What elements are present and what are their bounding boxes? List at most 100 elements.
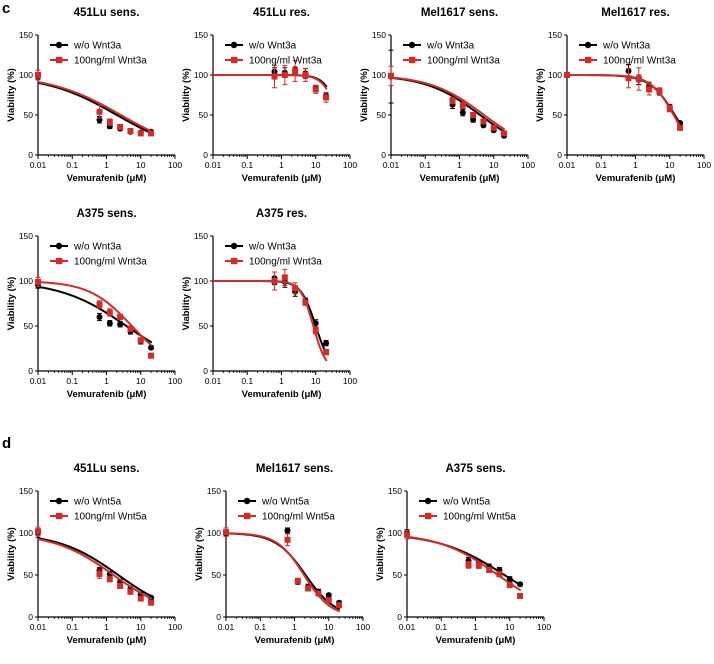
series-1 (35, 69, 155, 137)
x-tick-label: 10 (324, 622, 334, 632)
y-axis-label: Viability (%) (6, 68, 17, 122)
legend-label: 100ng/ml Wnt3a (74, 56, 147, 67)
chart-5: A375 res. 0 50 100 150 0.01 0.1 1 10 100 Vemurafen… (181, 208, 357, 400)
data-point (281, 274, 288, 281)
series-0 (35, 72, 155, 136)
y-axis-label: Viability (%) (181, 277, 192, 331)
x-axis-label: Vemurafenib (μM) (67, 389, 147, 400)
data-point (506, 582, 513, 589)
legend-marker (56, 512, 63, 520)
series-0 (35, 282, 155, 351)
y-tick-label: 50 (199, 110, 209, 120)
data-point (35, 528, 41, 535)
panel-label-c: c (2, 0, 10, 17)
legend-label: w/o Wnt5a (442, 497, 491, 508)
fit-curve (37, 281, 153, 347)
data-point (517, 581, 524, 588)
legend-label: 100ng/ml Wnt5a (74, 512, 147, 523)
data-point (271, 73, 278, 80)
fit-curve (213, 280, 328, 362)
fit-curve (37, 537, 153, 598)
x-tick-label: 0.01 (205, 376, 222, 386)
data-point (677, 124, 684, 131)
data-point (35, 72, 41, 78)
chart-title: 451Lu sens. (74, 463, 140, 475)
x-tick-label: 0.1 (254, 622, 266, 632)
data-point (302, 299, 309, 306)
legend-label: w/o Wnt3a (248, 242, 297, 253)
legend-label: w/o Wnt3a (248, 41, 297, 52)
legend-label: 100ng/ml Wnt3a (74, 257, 147, 268)
legend-label: w/o Wnt5a (73, 497, 122, 508)
fit-curve (37, 81, 153, 133)
data-point (459, 109, 466, 116)
legend-entry: 100ng/ml Wnt3a (225, 56, 322, 67)
y-tick-label: 100 (207, 528, 221, 538)
data-point (106, 119, 113, 126)
x-tick-label: 0.01 (399, 622, 416, 632)
data-point (305, 585, 312, 592)
legend-label: 100ng/ml Wnt3a (249, 56, 322, 67)
y-tick-label: 100 (388, 528, 402, 538)
data-point (127, 588, 134, 595)
legend-entry: w/o Wnt3a (225, 41, 297, 52)
y-tick-label: 0 (216, 612, 221, 622)
legend-entry: 100ng/ml Wnt5a (50, 512, 147, 523)
x-tick-label: 100 (356, 622, 370, 632)
legend-label: w/o Wnt3a (73, 242, 122, 253)
x-axis-label: Vemurafenib (μM) (596, 173, 676, 184)
x-tick-label: 1 (104, 376, 109, 386)
x-tick-label: 100 (168, 160, 182, 170)
data-point (137, 130, 144, 137)
data-point (325, 592, 332, 599)
legend-label: 100ng/ml Wnt3a (603, 56, 676, 67)
fit-curve (37, 538, 153, 600)
panel-label-d: d (2, 435, 11, 452)
x-tick-label: 0.01 (205, 160, 222, 170)
data-point (449, 97, 456, 104)
x-axis-label: Vemurafenib (μM) (420, 173, 500, 184)
data-point (475, 562, 482, 569)
x-tick-label: 1 (279, 376, 284, 386)
data-point (137, 337, 144, 344)
x-axis-label: Vemurafenib (μM) (255, 635, 335, 646)
fit-curve (213, 280, 328, 355)
series-0 (223, 527, 343, 611)
y-tick-label: 50 (24, 110, 34, 120)
data-point (323, 349, 330, 356)
x-tick-label: 0.1 (66, 622, 78, 632)
legend-marker (56, 56, 63, 64)
legend-marker (55, 41, 63, 49)
y-tick-label: 50 (212, 570, 222, 580)
chart-title: A375 sens. (445, 463, 505, 475)
y-axis-label: Viability (%) (375, 527, 386, 581)
x-tick-label: 1 (473, 622, 478, 632)
data-point (127, 325, 134, 332)
chart-title: Mel1617 sens. (256, 463, 333, 475)
y-tick-label: 150 (548, 30, 562, 40)
data-point (480, 118, 487, 125)
y-tick-label: 150 (207, 486, 221, 496)
x-tick-label: 10 (489, 160, 499, 170)
x-tick-label: 10 (311, 376, 321, 386)
data-point (625, 75, 632, 82)
fit-curve (406, 535, 522, 592)
x-tick-label: 10 (665, 160, 675, 170)
x-tick-label: 0.1 (435, 622, 447, 632)
data-point (486, 566, 493, 573)
x-tick-label: 1 (457, 160, 462, 170)
legend-label: w/o Wnt5a (261, 497, 310, 508)
x-tick-label: 1 (104, 160, 109, 170)
series-0 (213, 66, 330, 100)
data-point (106, 320, 113, 327)
data-point (281, 72, 288, 78)
data-point (96, 314, 103, 320)
y-tick-label: 100 (548, 70, 562, 80)
y-tick-label: 0 (397, 612, 402, 622)
y-tick-label: 0 (203, 150, 208, 160)
y-tick-label: 50 (24, 570, 34, 580)
legend-marker (585, 56, 592, 64)
series-1 (388, 65, 508, 137)
legend-label: w/o Wnt3a (73, 41, 122, 52)
fit-curve (390, 76, 506, 131)
